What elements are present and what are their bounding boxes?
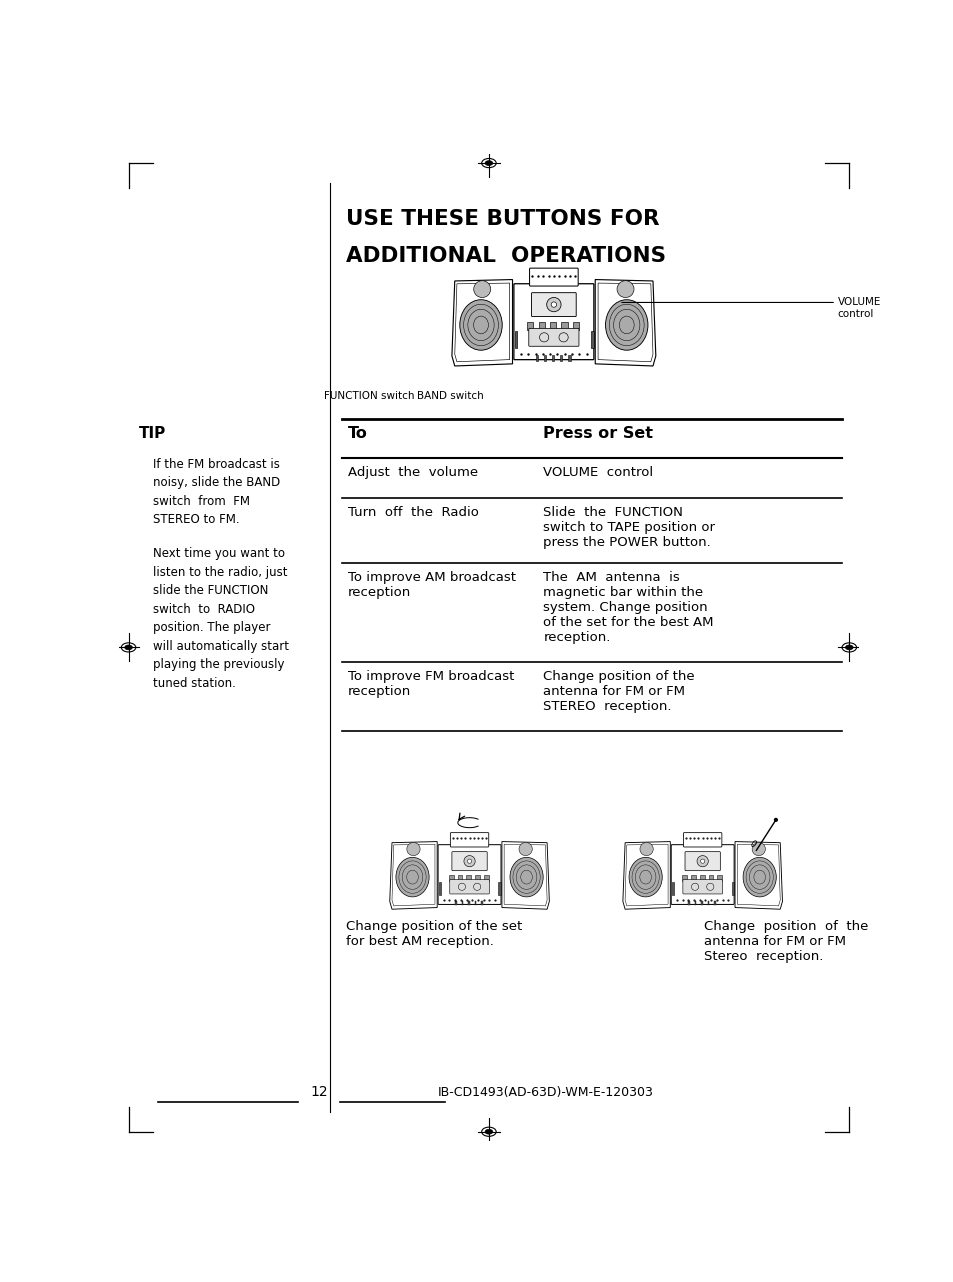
Bar [552,355,554,362]
Bar [694,901,696,905]
Circle shape [617,281,634,297]
Text: To improve AM broadcast
reception: To improve AM broadcast reception [348,572,516,599]
Bar [549,323,556,329]
FancyBboxPatch shape [671,845,734,904]
Circle shape [467,859,471,863]
Circle shape [751,842,764,855]
Circle shape [546,297,560,312]
Bar [538,323,544,329]
Bar [590,331,593,347]
Circle shape [697,855,707,867]
Bar [466,876,471,881]
Text: VOLUME  control: VOLUME control [543,465,653,478]
Bar [474,901,476,905]
Circle shape [474,281,490,297]
Text: Adjust  the  volume: Adjust the volume [348,465,477,478]
Bar [468,901,469,905]
Text: TIP: TIP [138,426,166,441]
Text: The  AM  antenna  is
magnetic bar within the
system. Change position
of the set : The AM antenna is magnetic bar within th… [543,572,713,644]
Circle shape [551,303,556,308]
FancyBboxPatch shape [682,879,721,894]
Text: Slide  the  FUNCTION
switch to TAPE position or
press the POWER button.: Slide the FUNCTION switch to TAPE positi… [543,505,715,549]
Bar [475,876,479,881]
Bar [688,901,689,905]
Text: Next time you want to
listen to the radio, just
slide the FUNCTION
switch  to  R: Next time you want to listen to the radi… [152,547,288,690]
Bar [731,882,733,895]
FancyBboxPatch shape [684,851,720,870]
Ellipse shape [484,1129,493,1135]
Text: FUNCTION switch: FUNCTION switch [323,391,414,401]
Text: To improve FM broadcast
reception: To improve FM broadcast reception [348,669,514,697]
Text: USE THESE BUTTONS FOR: USE THESE BUTTONS FOR [345,209,659,229]
Circle shape [774,818,777,822]
Polygon shape [390,841,436,909]
Text: Change position of the
antenna for FM or FM
STEREO  reception.: Change position of the antenna for FM or… [543,669,695,713]
FancyBboxPatch shape [452,851,487,870]
Text: Change  position  of  the
antenna for FM or FM
Stereo  reception.: Change position of the antenna for FM or… [703,920,867,963]
Bar [448,876,453,881]
FancyBboxPatch shape [531,292,576,317]
Circle shape [639,842,653,855]
Circle shape [463,855,475,867]
FancyBboxPatch shape [514,283,593,360]
FancyBboxPatch shape [437,845,500,904]
Bar [560,323,567,329]
Polygon shape [452,279,512,365]
Bar [707,901,709,905]
Polygon shape [501,841,549,909]
Bar [514,331,517,347]
Circle shape [700,859,704,863]
Bar [438,882,440,895]
FancyBboxPatch shape [682,832,721,847]
Bar [455,901,456,905]
Bar [535,355,537,362]
Bar [690,876,695,881]
Bar [527,323,533,329]
Ellipse shape [125,645,132,650]
Ellipse shape [844,645,852,650]
Text: Change position of the set
for best AM reception.: Change position of the set for best AM r… [345,920,521,949]
Ellipse shape [484,160,493,165]
Ellipse shape [628,858,661,897]
Bar [457,876,462,881]
Polygon shape [622,841,670,909]
Bar [568,355,570,362]
Bar [699,876,703,881]
Ellipse shape [605,300,647,350]
FancyBboxPatch shape [449,879,489,894]
Text: VOLUME
control: VOLUME control [837,297,881,319]
Ellipse shape [459,300,501,350]
Text: Turn  off  the  Radio: Turn off the Radio [348,505,478,519]
Bar [572,323,578,329]
Text: 12: 12 [310,1086,328,1100]
Bar [700,901,702,905]
Bar [497,882,500,895]
Text: ADDITIONAL  OPERATIONS: ADDITIONAL OPERATIONS [345,246,665,267]
Polygon shape [595,279,655,365]
Text: IB-CD1493(AD-63D)-WM-E-120303: IB-CD1493(AD-63D)-WM-E-120303 [437,1086,653,1100]
Polygon shape [734,841,781,909]
Text: BAND switch: BAND switch [416,391,483,401]
Text: If the FM broadcast is
noisy, slide the BAND
switch  from  FM
STEREO to FM.: If the FM broadcast is noisy, slide the … [152,458,279,527]
Bar [543,355,545,362]
Bar [559,355,562,362]
Ellipse shape [510,858,542,897]
FancyBboxPatch shape [528,328,578,346]
Text: To: To [348,426,367,441]
Circle shape [518,842,532,855]
FancyBboxPatch shape [450,832,488,847]
Bar [717,876,721,881]
Bar [714,901,715,905]
Bar [461,901,463,905]
Ellipse shape [742,858,776,897]
Bar [708,876,713,881]
Bar [480,901,482,905]
Bar [681,876,686,881]
Text: Press or Set: Press or Set [543,426,653,441]
Bar [484,876,489,881]
Circle shape [406,842,419,855]
Bar [671,882,674,895]
Ellipse shape [395,858,429,897]
FancyBboxPatch shape [529,268,578,286]
